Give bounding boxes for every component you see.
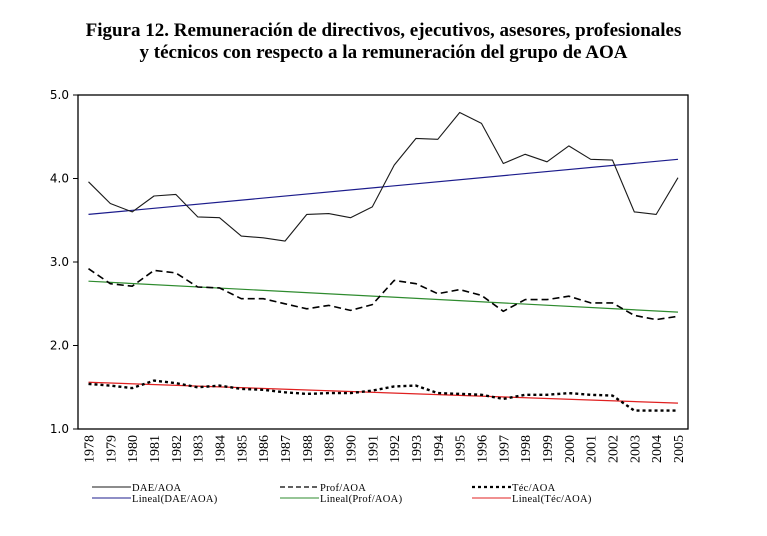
x-tick-label: 1981 [148, 435, 163, 463]
legend: DAE/AOA Prof/AOA Téc/AOA Lineal(DAE/AOA) Lin… [92, 483, 592, 505]
series-line-prof-aoa [88, 268, 679, 321]
x-tick-label: 1991 [366, 435, 381, 463]
x-tick-label: 1980 [126, 435, 141, 463]
x-tick-label: 1997 [497, 435, 512, 463]
chart-title-line-1: Figura 12. Remuneración de directivos, e… [85, 20, 682, 41]
trend-line-lineal-t-c-aoa [88, 381, 679, 404]
x-tick-label: 1999 [541, 435, 556, 463]
legend-label: DAE/AOA [132, 483, 181, 494]
trend-line-lineal-prof-aoa [88, 280, 679, 313]
axes [77, 94, 689, 430]
x-tick-label: 2003 [628, 435, 643, 463]
x-tick-label: 1983 [192, 435, 207, 463]
x-tick-label: 1985 [235, 435, 250, 463]
legend-label: Lineal(Téc/AOA) [512, 494, 592, 505]
x-tick-label: 2000 [563, 435, 578, 463]
x-tick-label: 1995 [454, 435, 469, 463]
chart-title-line-2: y técnicos con respecto a la remuneració… [139, 42, 628, 63]
x-tick-label: 1992 [388, 435, 403, 463]
x-tick-label: 1989 [323, 435, 338, 463]
legend-label: Lineal(Prof/AOA) [320, 494, 403, 505]
x-tick-label: 2004 [650, 435, 665, 463]
x-tick-label: 1996 [476, 435, 491, 463]
x-tick-label: 1986 [257, 435, 272, 463]
legend-label: Téc/AOA [512, 483, 556, 494]
x-tick-label: 1982 [170, 435, 185, 463]
x-tick-label: 2001 [585, 435, 600, 463]
y-axis-ticks: 1.0 2.0 3.0 4.0 5.0 [50, 88, 78, 436]
x-tick-label: 1984 [214, 435, 229, 463]
y-tick-label: 1.0 [50, 422, 69, 436]
data-series [88, 111, 679, 412]
plot-area-border [77, 94, 689, 430]
x-tick-label: 2002 [607, 435, 622, 463]
y-tick-label: 5.0 [50, 88, 69, 102]
x-tick-label: 1998 [519, 435, 534, 463]
series-line-dae-aoa [88, 111, 679, 242]
x-tick-label: 1990 [345, 435, 360, 463]
x-tick-label: 1978 [83, 435, 98, 463]
x-tick-label: 2005 [672, 435, 687, 463]
y-tick-label: 4.0 [50, 172, 69, 186]
x-tick-label: 1988 [301, 435, 316, 463]
x-tick-label: 1994 [432, 435, 447, 463]
x-tick-label: 1993 [410, 435, 425, 463]
x-axis-ticks: 1978 1979 1980 1981 1982 1983 1984 1985 1986 1987… [83, 435, 688, 463]
y-tick-label: 2.0 [50, 339, 69, 353]
x-tick-label: 1979 [104, 435, 119, 463]
chart-title: Figura 12. Remuneración de directivos, e… [0, 20, 767, 64]
y-tick-label: 3.0 [50, 255, 69, 269]
legend-label: Lineal(DAE/AOA) [132, 494, 218, 505]
legend-label: Prof/AOA [320, 483, 366, 494]
x-tick-label: 1987 [279, 435, 294, 463]
